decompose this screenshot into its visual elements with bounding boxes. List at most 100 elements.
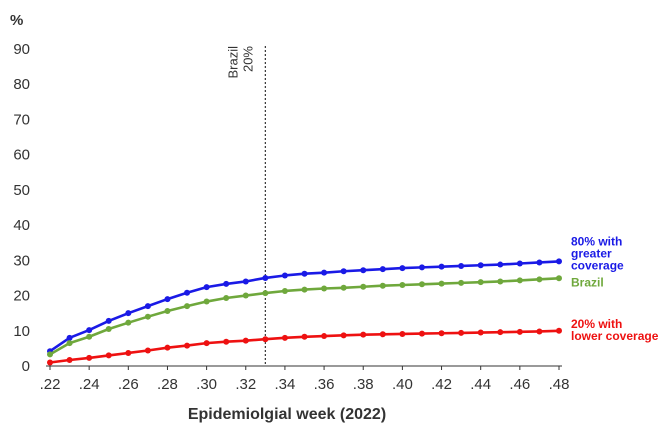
data-point	[144, 303, 151, 310]
data-point	[66, 340, 73, 347]
data-point	[556, 258, 562, 265]
data-point	[379, 282, 386, 289]
data-point	[203, 340, 210, 347]
data-point	[438, 330, 445, 337]
data-point	[399, 281, 406, 288]
series-group	[47, 258, 562, 366]
data-point	[105, 352, 112, 359]
reference-line-label: Brazil 20%	[225, 46, 255, 79]
reference-line-group: Brazil 20%	[225, 46, 266, 366]
data-point	[458, 262, 465, 269]
x-tick-label: .48	[549, 376, 570, 393]
data-point	[242, 337, 249, 344]
data-point	[262, 274, 269, 281]
data-point	[144, 347, 151, 354]
data-point	[516, 277, 523, 284]
series-label-line: Brazil	[571, 275, 604, 289]
data-point	[516, 260, 523, 267]
data-point	[281, 272, 288, 279]
data-point	[66, 334, 73, 341]
data-point	[66, 357, 73, 364]
y-tick-label: 40	[13, 217, 30, 234]
data-point	[125, 349, 132, 356]
data-point	[438, 280, 445, 287]
x-tick-label: .28	[157, 376, 178, 393]
data-point	[47, 351, 53, 358]
y-tick-label: 30	[13, 252, 30, 269]
data-point	[223, 280, 230, 287]
data-point	[399, 330, 406, 337]
data-point	[203, 284, 210, 291]
data-point	[556, 327, 562, 334]
data-point	[164, 308, 171, 315]
data-point	[125, 310, 132, 317]
data-point	[184, 303, 191, 310]
data-point	[536, 259, 543, 266]
x-tick-label: .36	[314, 376, 335, 393]
x-tick-label: .30	[196, 376, 217, 393]
data-point	[281, 287, 288, 294]
x-tick-label: .26	[118, 376, 139, 393]
data-point	[321, 269, 328, 276]
data-point	[497, 329, 504, 336]
data-point	[536, 276, 543, 283]
y-tick-label: 60	[13, 147, 30, 164]
data-point	[418, 330, 425, 337]
y-axis-ticks: 0 10 20 30 40 50 60 70 80 90	[13, 41, 30, 375]
data-point	[301, 286, 308, 293]
y-axis-unit-label: %	[10, 12, 23, 29]
data-point	[321, 285, 328, 292]
data-point	[497, 278, 504, 285]
series-label-line: lower coverage	[571, 329, 659, 343]
data-point	[105, 326, 112, 333]
data-point	[262, 290, 269, 297]
data-point	[458, 279, 465, 286]
reference-line-label-line2: 20%	[240, 46, 255, 72]
data-point	[458, 329, 465, 336]
data-point	[360, 283, 367, 290]
x-tick-label: .22	[40, 376, 61, 393]
data-point	[516, 328, 523, 335]
series-label-line: coverage	[571, 258, 624, 272]
x-tick-label: .42	[431, 376, 452, 393]
data-point	[144, 313, 151, 320]
x-tick-label: .44	[470, 376, 491, 393]
data-point	[340, 284, 347, 291]
data-point	[281, 334, 288, 341]
data-point	[379, 331, 386, 338]
data-point	[477, 329, 484, 336]
y-tick-label: 20	[13, 288, 30, 305]
x-tick-label: .46	[509, 376, 530, 393]
data-point	[242, 292, 249, 299]
reference-line-label-line1: Brazil	[225, 46, 240, 79]
x-axis-ticks: .22 .24 .26 .28 .30 .32 .34 .36 .38 .40 .42 .44 .46.…	[40, 366, 570, 393]
data-point	[164, 296, 171, 303]
y-tick-label: 90	[13, 41, 30, 58]
data-point	[301, 333, 308, 340]
series-label-line: 20% with	[571, 317, 622, 331]
data-point	[242, 278, 249, 285]
data-point	[301, 270, 308, 277]
data-point	[497, 261, 504, 268]
data-point	[203, 298, 210, 305]
y-tick-label: 50	[13, 182, 30, 199]
data-point	[184, 342, 191, 349]
data-point	[418, 264, 425, 271]
data-point	[556, 275, 562, 282]
data-point	[105, 317, 112, 324]
data-point	[86, 327, 93, 334]
data-point	[399, 265, 406, 272]
data-point	[321, 333, 328, 340]
data-point	[340, 268, 347, 275]
y-tick-label: 10	[13, 323, 30, 340]
data-point	[360, 331, 367, 338]
data-point	[360, 267, 367, 274]
data-point	[184, 289, 191, 296]
data-point	[379, 266, 386, 273]
x-tick-label: .38	[353, 376, 374, 393]
x-tick-label: .32	[235, 376, 256, 393]
data-point	[125, 319, 132, 326]
x-tick-label: .40	[392, 376, 413, 393]
